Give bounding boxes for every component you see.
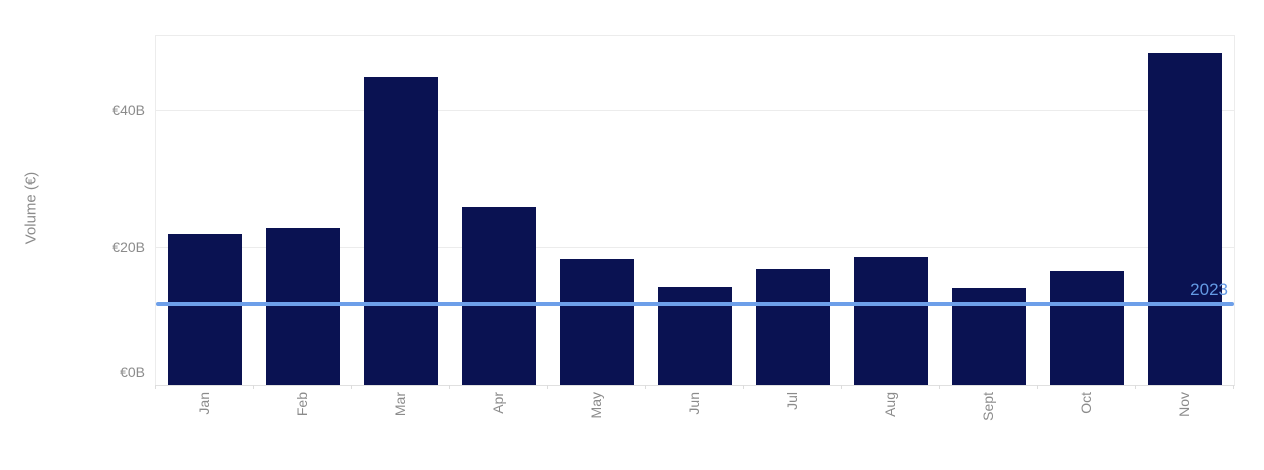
bar-apr[interactable] xyxy=(462,207,536,385)
x-label-text: Aug xyxy=(882,392,898,417)
x-axis-tick xyxy=(1135,385,1136,389)
y-axis-title-text: Volume (€) xyxy=(22,171,40,245)
x-label-text: May xyxy=(588,392,604,419)
bar-aug[interactable] xyxy=(854,257,928,385)
bar-nov[interactable] xyxy=(1148,53,1222,385)
x-axis-tick xyxy=(743,385,744,389)
plot-area: 2023 xyxy=(155,35,1235,386)
x-axis-tick xyxy=(351,385,352,389)
gridline-40 xyxy=(156,110,1234,112)
x-axis-tick xyxy=(939,385,940,389)
bar-oct[interactable] xyxy=(1050,271,1124,385)
reference-line-label: 2023 xyxy=(1190,279,1228,299)
x-axis-tick xyxy=(547,385,548,389)
reference-line-2023 xyxy=(156,301,1234,306)
bar-may[interactable] xyxy=(560,259,634,385)
y-tick-label-40: €40B xyxy=(112,102,145,119)
x-label-text: Jan xyxy=(196,392,212,415)
bar-jan[interactable] xyxy=(168,234,242,385)
gridline-20 xyxy=(156,247,1234,249)
x-label-text: Sept xyxy=(980,392,996,421)
x-label-text: Feb xyxy=(294,392,310,417)
bar-feb[interactable] xyxy=(266,227,340,385)
x-label-text: Oct xyxy=(1078,392,1094,414)
x-label-text: Jun xyxy=(686,392,702,415)
y-tick-label-20: €20B xyxy=(112,239,145,256)
x-label-text: Nov xyxy=(1176,392,1192,417)
x-label-text: Mar xyxy=(392,392,408,417)
x-axis-tick xyxy=(645,385,646,389)
y-tick-label-0: €0B xyxy=(120,364,145,380)
x-label-text: Apr xyxy=(490,392,506,414)
x-axis-tick xyxy=(1233,385,1234,389)
x-axis-tick xyxy=(841,385,842,389)
bar-jul[interactable] xyxy=(756,269,830,385)
x-axis-tick xyxy=(449,385,450,389)
x-axis-tick xyxy=(155,385,156,389)
bar-mar[interactable] xyxy=(364,77,438,385)
x-axis-tick xyxy=(253,385,254,389)
x-axis-tick xyxy=(1037,385,1038,389)
x-label-text: Jul xyxy=(784,392,800,410)
